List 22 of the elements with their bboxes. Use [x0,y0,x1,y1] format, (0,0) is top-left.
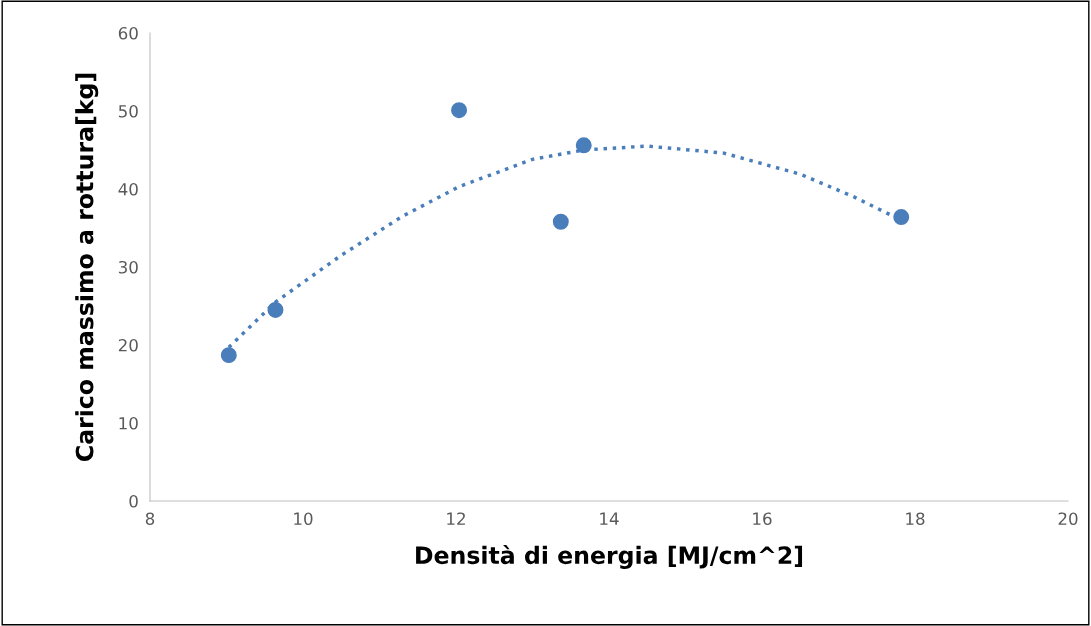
y-tick-label: 50 [118,104,138,118]
y-tick-label: 0 [129,494,138,508]
y-tick-label: 10 [119,416,138,430]
x-tick-label: 8 [145,512,155,526]
point [893,209,910,226]
x-tick-label: 18 [906,512,925,526]
x-tick-label: 12 [447,512,465,525]
x-tick-label: 10 [294,512,313,526]
y-tick-label: 60 [118,26,138,40]
y-axis-title: Carico massimo a rottura[kg] [75,73,99,462]
y-tick-label: 30 [118,260,138,274]
x-tick-label: 14 [600,512,619,525]
x-axis-title: Densità di energia [MJ/cm^2] [416,544,803,569]
point [267,301,284,318]
point [451,102,468,119]
x-tick-label: 20 [1058,512,1078,526]
y-tick-label: 40 [118,182,138,196]
point [552,213,569,230]
point [220,347,237,364]
x-tick-label: 16 [753,512,772,526]
point [575,137,592,154]
y-tick-label: 20 [118,338,138,352]
